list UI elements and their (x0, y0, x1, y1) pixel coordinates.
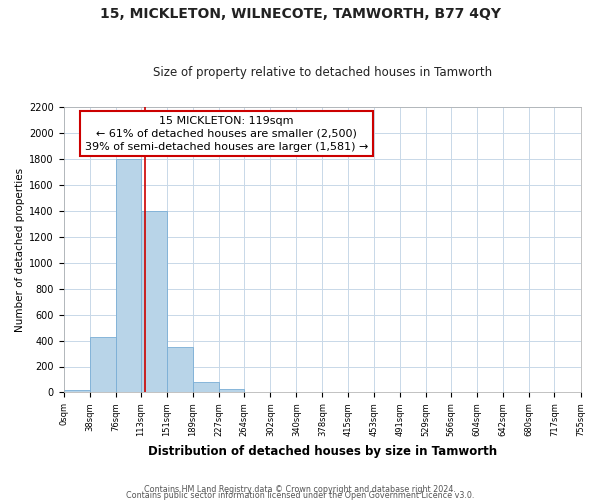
Bar (219, 389, 244, 392)
Text: Contains public sector information licensed under the Open Government Licence v3: Contains public sector information licen… (126, 490, 474, 500)
Y-axis label: Number of detached properties: Number of detached properties (15, 168, 25, 332)
Bar (64, 390, 89, 392)
Bar (193, 382, 219, 392)
Text: Contains HM Land Registry data © Crown copyright and database right 2024.: Contains HM Land Registry data © Crown c… (144, 485, 456, 494)
Bar (167, 347, 193, 393)
Text: 15, MICKLETON, WILNECOTE, TAMWORTH, B77 4QY: 15, MICKLETON, WILNECOTE, TAMWORTH, B77 … (100, 8, 500, 22)
Bar (116, 159, 141, 392)
X-axis label: Distribution of detached houses by size in Tamworth: Distribution of detached houses by size … (148, 444, 497, 458)
Title: Size of property relative to detached houses in Tamworth: Size of property relative to detached ho… (152, 66, 491, 80)
Bar (89, 336, 116, 392)
Text: 15 MICKLETON: 119sqm
← 61% of detached houses are smaller (2,500)
39% of semi-de: 15 MICKLETON: 119sqm ← 61% of detached h… (85, 116, 368, 152)
Bar (141, 211, 167, 392)
